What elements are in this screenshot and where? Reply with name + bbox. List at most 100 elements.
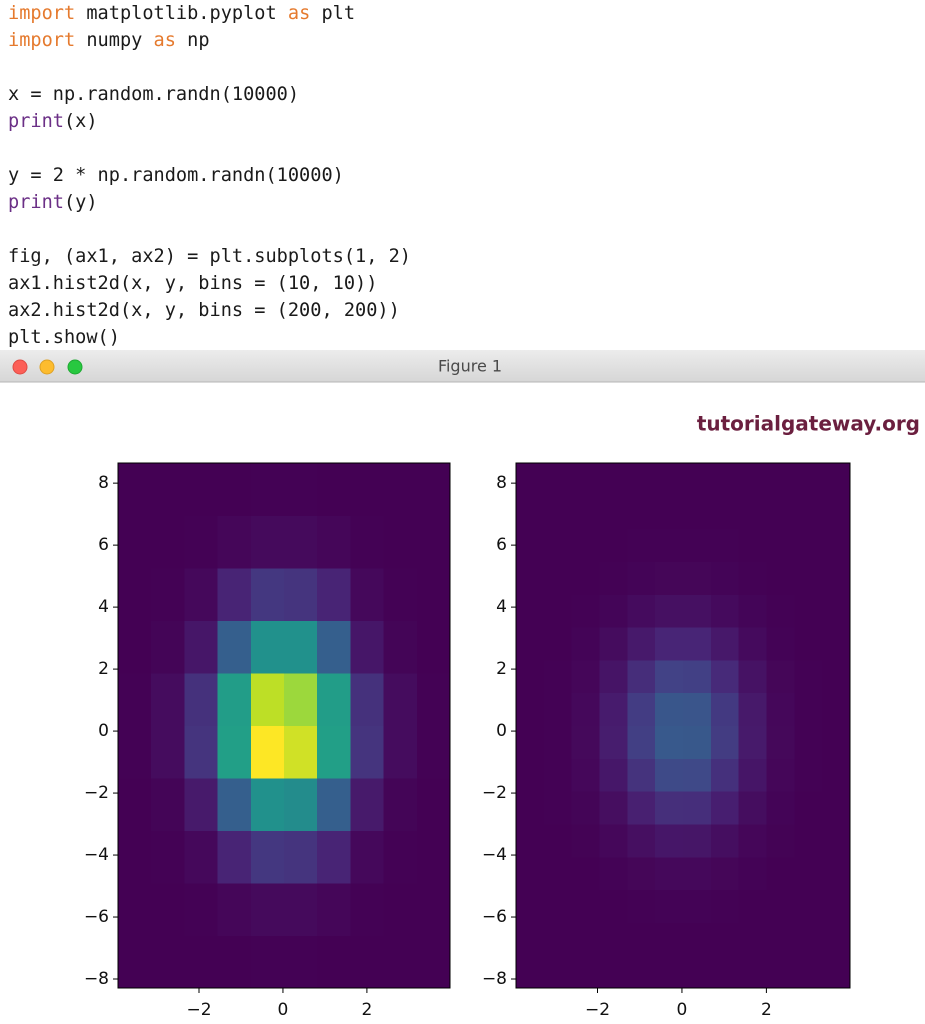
hist-cell: [794, 528, 823, 562]
hist-cell: [683, 889, 712, 923]
code-token: y = 2 * np.random.randn(10000): [8, 165, 344, 186]
hist-cell: [217, 883, 252, 936]
hist-cell: [383, 673, 418, 726]
hist-cell: [738, 594, 767, 628]
zoom-button[interactable]: [67, 359, 83, 375]
y-tick-label: −8: [84, 969, 109, 989]
hist-cell: [416, 725, 451, 779]
hist-cell: [284, 725, 318, 779]
hist-cell: [217, 935, 252, 989]
hist-cell: [416, 515, 451, 569]
y-tick-label: 0: [496, 721, 507, 741]
hist-cell: [822, 758, 851, 792]
hist-cell: [383, 568, 418, 621]
hist-cell: [738, 561, 767, 595]
hist-cell: [627, 758, 656, 792]
hist-cell: [118, 778, 152, 831]
hist-cell: [118, 883, 152, 936]
hist-cell: [627, 495, 656, 530]
hist-cell: [317, 620, 351, 674]
hist-cell: [738, 495, 767, 530]
hist-cell: [516, 528, 545, 562]
code-line: ax1.hist2d(x, y, bins = (10, 10)): [8, 273, 377, 294]
hist-cell: [284, 515, 318, 569]
hist-cell: [794, 627, 823, 661]
hist-cell: [543, 889, 573, 923]
hist-cell: [683, 627, 712, 661]
hist-cell: [599, 758, 628, 792]
hist-cell: [516, 823, 545, 858]
hist-cell: [822, 627, 851, 661]
hist-cell: [516, 463, 545, 497]
hist-cell: [383, 883, 418, 936]
hist-cell: [250, 883, 285, 936]
hist-cell: [710, 627, 740, 661]
hist-cell: [184, 620, 219, 674]
hist-cell: [350, 620, 385, 674]
hist-cell: [383, 620, 418, 674]
hist-cell: [683, 594, 712, 628]
hist-cell: [738, 463, 767, 497]
hist-cell: [571, 692, 600, 726]
axes-frame: [117, 462, 451, 989]
hist-cell: [250, 935, 285, 989]
hist-cell: [655, 692, 684, 726]
close-button[interactable]: [12, 359, 28, 375]
hist-cell: [217, 673, 252, 726]
x-tick-label: −2: [585, 1000, 610, 1020]
hist-cell: [794, 725, 823, 759]
y-tick-label: 6: [496, 535, 507, 555]
hist-cell: [655, 922, 684, 956]
hist-cell: [599, 659, 628, 694]
code-line: ax2.hist2d(x, y, bins = (200, 200)): [8, 300, 400, 321]
axes-frame: [515, 462, 851, 989]
hist-cell: [822, 463, 851, 497]
hist-cell: [317, 830, 351, 884]
code-editor: [0, 0, 925, 350]
hist-cell: [766, 955, 795, 989]
y-tick-label: −4: [482, 845, 507, 865]
hist-cell: [284, 568, 318, 621]
hist-cell: [118, 568, 152, 621]
hist-cell: [655, 955, 684, 989]
hist-cell: [794, 594, 823, 628]
hist-cell: [543, 692, 573, 726]
hist-cell: [571, 889, 600, 923]
hist-cell: [416, 935, 451, 989]
hist-cell: [571, 955, 600, 989]
code-token: (y): [64, 192, 98, 213]
hist-cell: [516, 758, 545, 792]
hist-cell: [571, 791, 600, 825]
hist-cell: [571, 627, 600, 661]
hist-cell: [655, 659, 684, 694]
hist-cell: [710, 692, 740, 726]
hist-cell: [794, 561, 823, 595]
y-tick-label: 4: [98, 597, 109, 617]
hist-cell: [151, 935, 185, 989]
hist-cell: [543, 495, 573, 530]
hist-cell: [317, 568, 351, 621]
hist-cell: [710, 594, 740, 628]
hist-cell: [738, 725, 767, 759]
code-token: x = np.random.randn(10000): [8, 84, 299, 105]
hist-cell: [184, 463, 219, 516]
code-token: import: [8, 30, 75, 51]
hist-cell: [416, 463, 451, 516]
hist-cell: [284, 463, 318, 516]
hist-cell: [350, 935, 385, 989]
hist-cell: [738, 528, 767, 562]
hist-cell: [571, 823, 600, 858]
hist-cell: [710, 463, 740, 497]
hist-cell: [516, 856, 545, 891]
minimize-button[interactable]: [39, 359, 55, 375]
y-tick-label: 4: [496, 597, 507, 617]
hist-cell: [516, 955, 545, 989]
hist-cell: [284, 830, 318, 884]
hist-cell: [822, 856, 851, 891]
hist-cell: [350, 463, 385, 516]
y-tick-label: 0: [98, 721, 109, 741]
hist-cell: [766, 758, 795, 792]
hist-cell: [710, 758, 740, 792]
hist-cell: [627, 791, 656, 825]
hist-cell: [516, 495, 545, 530]
